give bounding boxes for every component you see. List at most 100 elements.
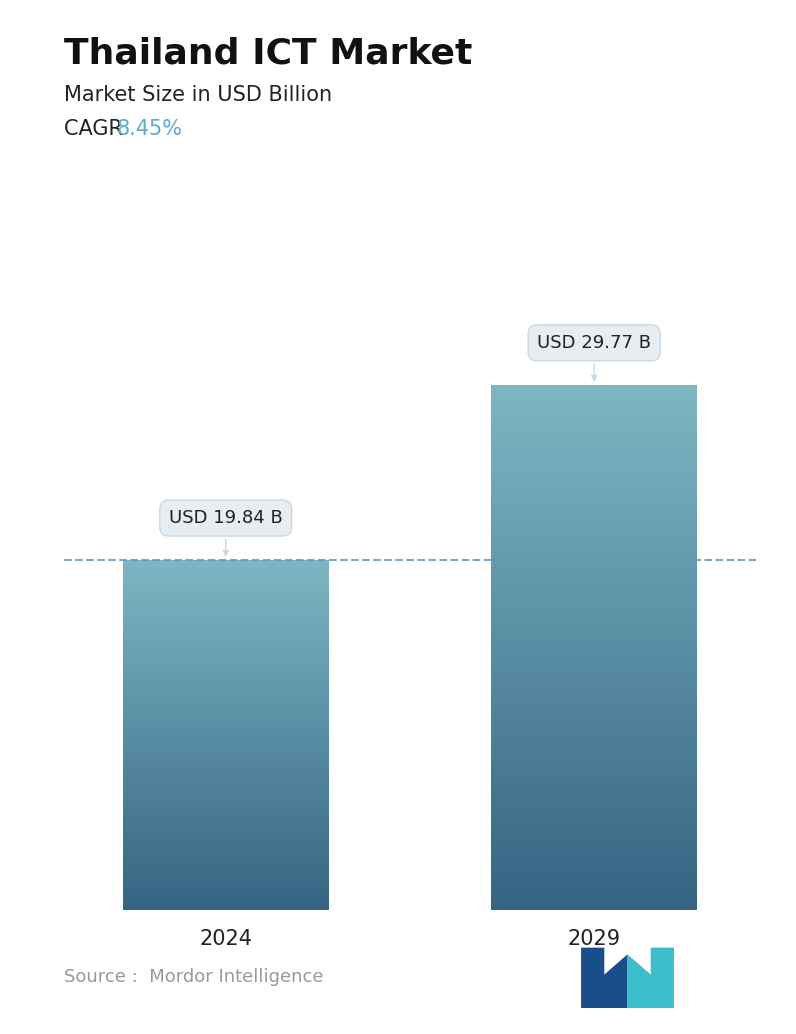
Bar xyxy=(491,870,697,871)
Bar xyxy=(491,658,697,660)
Bar xyxy=(491,704,697,705)
Bar xyxy=(491,873,697,875)
Bar xyxy=(491,480,697,481)
Bar xyxy=(491,871,697,872)
Bar xyxy=(491,833,697,835)
Bar xyxy=(491,526,697,528)
Bar xyxy=(491,641,697,642)
Bar xyxy=(491,779,697,780)
Bar xyxy=(491,461,697,462)
Bar xyxy=(491,589,697,590)
Bar xyxy=(491,616,697,617)
Bar xyxy=(491,726,697,728)
Bar xyxy=(491,409,697,412)
Bar xyxy=(491,673,697,675)
Bar xyxy=(491,613,697,614)
Bar xyxy=(491,405,697,407)
Bar xyxy=(491,390,697,392)
Bar xyxy=(491,764,697,765)
Bar xyxy=(491,748,697,749)
Bar xyxy=(491,594,697,595)
Bar xyxy=(491,724,697,725)
Bar xyxy=(491,407,697,408)
Bar xyxy=(491,584,697,585)
Bar xyxy=(491,706,697,707)
Bar xyxy=(491,832,697,833)
Bar xyxy=(491,799,697,801)
Bar xyxy=(491,507,697,509)
Bar xyxy=(491,743,697,744)
Bar xyxy=(491,400,697,402)
Bar xyxy=(491,560,697,562)
Bar xyxy=(491,597,697,598)
Bar xyxy=(491,634,697,636)
Bar xyxy=(491,839,697,841)
Bar xyxy=(491,749,697,750)
Bar xyxy=(491,639,697,641)
Bar xyxy=(491,562,697,564)
Bar xyxy=(491,574,697,575)
Bar xyxy=(491,434,697,436)
Bar xyxy=(491,497,697,499)
Bar xyxy=(491,391,697,393)
Bar xyxy=(491,856,697,857)
Bar xyxy=(491,894,697,895)
Bar xyxy=(491,682,697,685)
Bar xyxy=(491,875,697,876)
Bar xyxy=(491,838,697,839)
Bar xyxy=(491,582,697,583)
Bar xyxy=(491,386,697,388)
Bar xyxy=(491,768,697,769)
Bar xyxy=(491,636,697,637)
Bar xyxy=(491,889,697,890)
Bar xyxy=(491,466,697,467)
Bar xyxy=(491,478,697,480)
Text: USD 29.77 B: USD 29.77 B xyxy=(537,334,651,381)
Bar xyxy=(491,851,697,852)
Bar xyxy=(491,754,697,755)
Bar xyxy=(491,788,697,789)
Bar xyxy=(491,633,697,634)
Bar xyxy=(491,759,697,760)
Bar xyxy=(491,487,697,488)
Bar xyxy=(491,422,697,423)
Bar xyxy=(491,603,697,604)
Bar xyxy=(491,662,697,663)
Bar xyxy=(491,463,697,465)
Bar xyxy=(491,701,697,702)
Bar xyxy=(491,804,697,807)
Bar xyxy=(491,713,697,714)
Bar xyxy=(491,638,697,639)
Bar xyxy=(491,691,697,692)
Bar xyxy=(491,516,697,517)
Bar xyxy=(491,578,697,579)
Bar xyxy=(491,818,697,819)
Bar xyxy=(491,587,697,588)
Bar xyxy=(491,477,697,478)
Bar xyxy=(491,729,697,730)
Bar xyxy=(491,631,697,632)
Bar xyxy=(491,559,697,560)
Bar xyxy=(491,665,697,666)
Bar xyxy=(491,881,697,882)
Bar xyxy=(491,686,697,687)
Bar xyxy=(491,494,697,495)
Bar xyxy=(491,505,697,506)
Bar xyxy=(491,442,697,443)
Bar xyxy=(491,690,697,691)
Bar xyxy=(491,899,697,900)
Bar xyxy=(491,828,697,830)
Bar xyxy=(491,896,697,899)
Bar xyxy=(491,439,697,442)
Bar xyxy=(491,530,697,531)
Bar xyxy=(491,491,697,492)
Bar xyxy=(491,725,697,726)
Bar xyxy=(491,687,697,688)
Bar xyxy=(491,671,697,672)
Bar xyxy=(491,539,697,540)
Bar xyxy=(491,607,697,608)
Bar xyxy=(491,454,697,456)
Bar xyxy=(491,879,697,880)
Bar xyxy=(491,595,697,597)
Bar xyxy=(491,714,697,716)
